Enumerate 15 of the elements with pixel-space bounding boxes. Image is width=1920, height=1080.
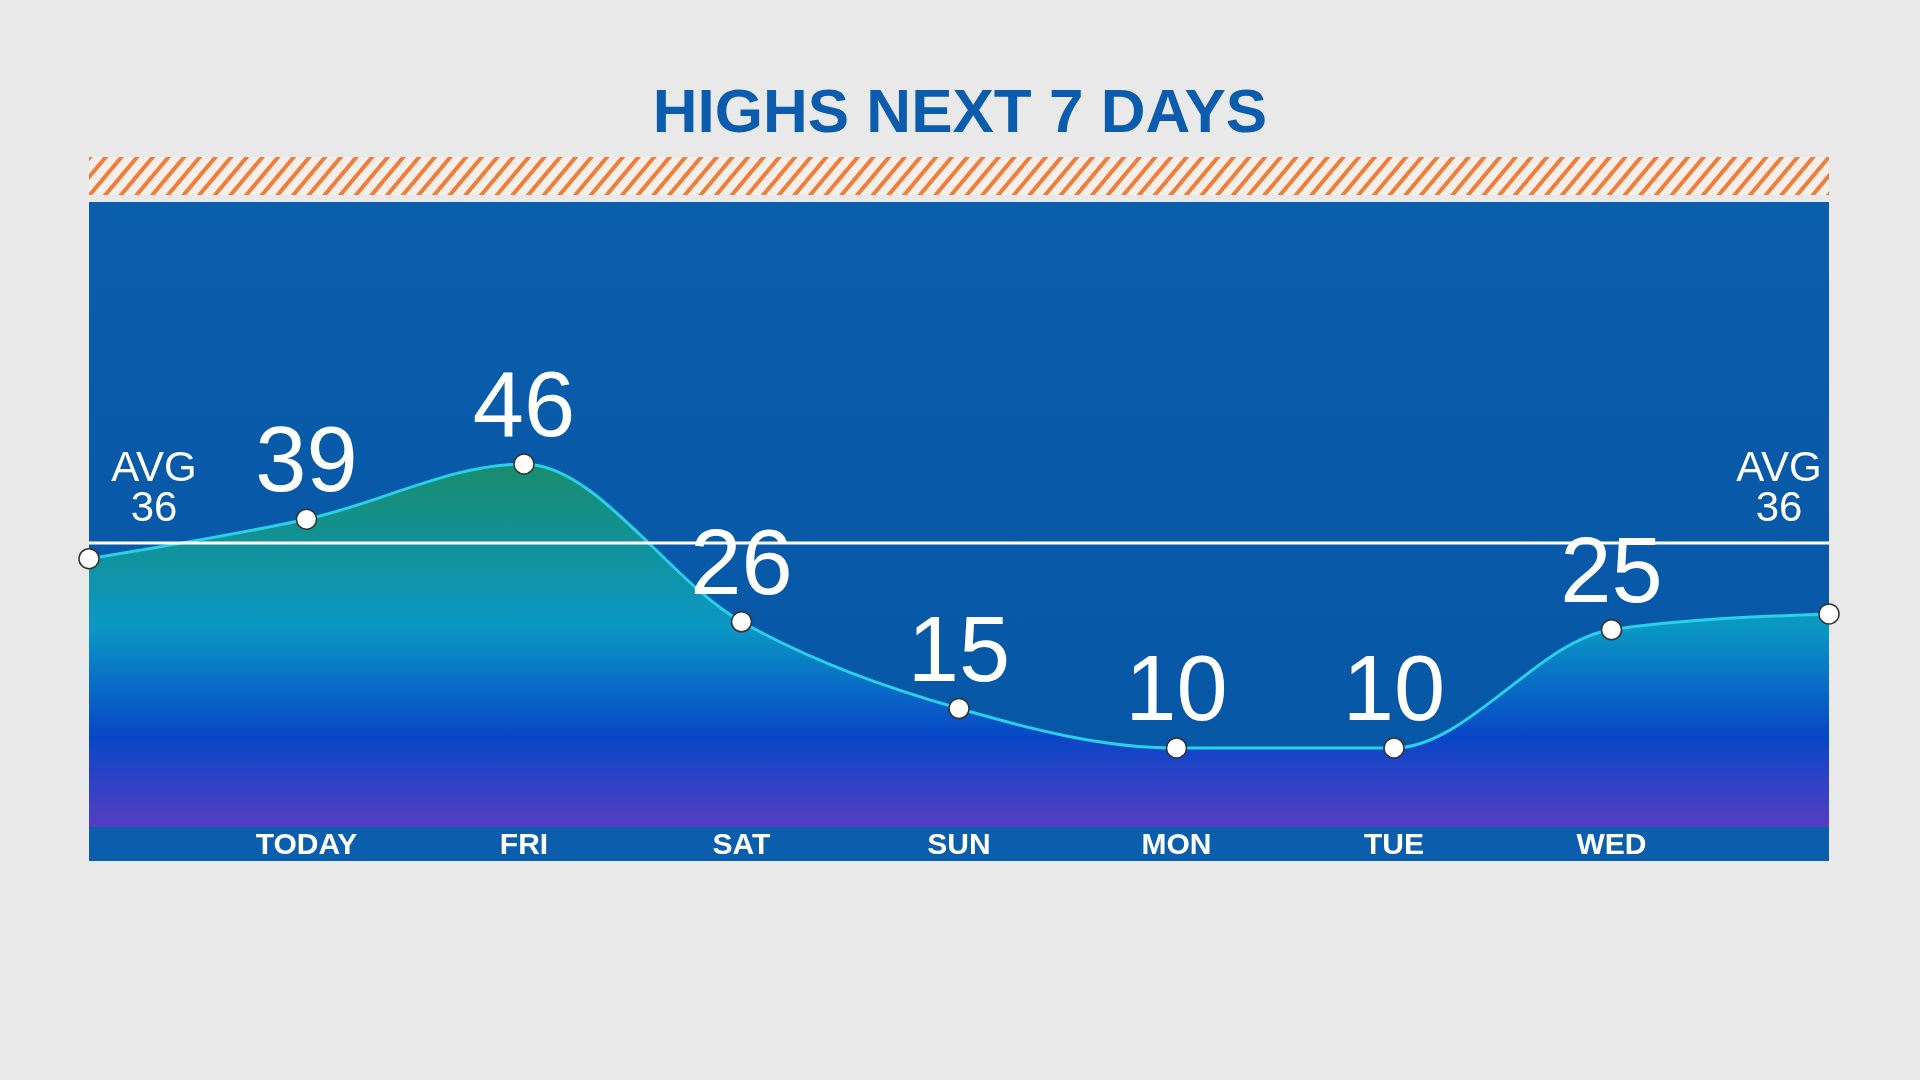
x-tick-label: SAT — [712, 827, 771, 860]
x-tick-label: WED — [1576, 827, 1647, 860]
data-label: 10 — [1125, 637, 1228, 739]
ref-line-label: AVG 36 — [111, 442, 197, 530]
x-tick-label: FRI — [499, 827, 549, 860]
x-tick-label: MON — [1141, 827, 1212, 860]
x-tick-label: TUE — [1364, 827, 1424, 860]
x-tick-label: TODAY — [255, 827, 358, 860]
x-tick-label: SUN — [927, 827, 991, 860]
data-label: 39 — [255, 408, 358, 511]
chart-title: HIGHS NEXT 7 DAYS — [652, 76, 1268, 145]
text: AVG 36 — [1736, 442, 1822, 530]
data-label: 46 — [472, 353, 576, 455]
data-label: 10 — [1342, 637, 1446, 739]
data-label: 15 — [907, 597, 1011, 700]
